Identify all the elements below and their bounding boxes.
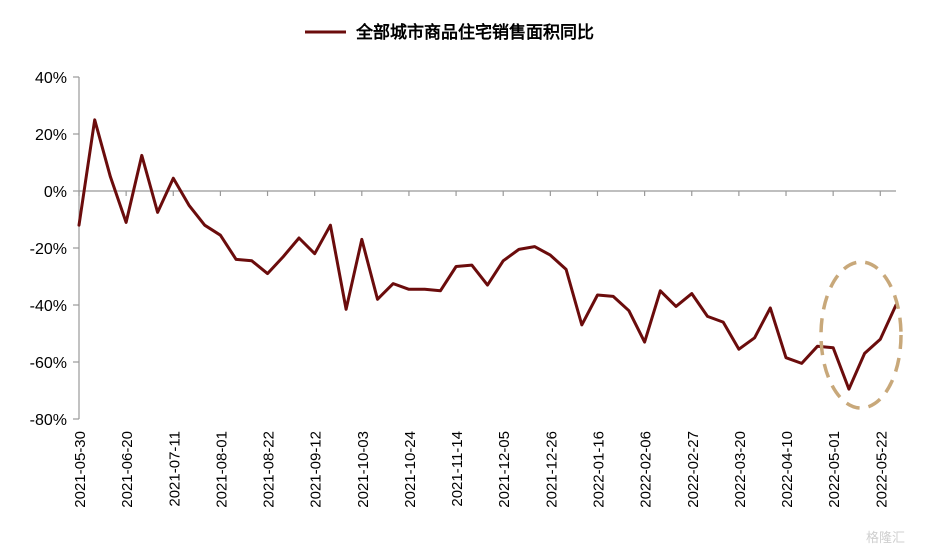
x-tick-label: 2021-05-30 [72, 431, 89, 508]
x-tick-label: 2022-02-06 [638, 431, 655, 508]
legend: 全部城市商品住宅销售面积同比 [305, 22, 594, 42]
x-tick-label: 2021-06-20 [119, 431, 136, 508]
x-tick-label: 2021-08-22 [261, 431, 278, 508]
x-tick-label: 2022-05-01 [826, 431, 843, 508]
y-tick-label: -80% [30, 412, 67, 429]
x-tick-label: 2022-05-22 [873, 431, 890, 508]
y-tick-label: -20% [30, 241, 67, 258]
y-tick-label: -60% [30, 355, 67, 372]
x-tick-label: 2022-04-10 [779, 431, 796, 508]
y-tick-label: -40% [30, 298, 67, 315]
x-tick-label: 2021-07-11 [166, 431, 183, 507]
x-tick-label: 2021-08-01 [213, 431, 230, 508]
x-tick-label: 2021-10-03 [355, 431, 372, 508]
highlight-ellipse [819, 260, 903, 410]
x-tick-label: 2022-03-20 [732, 431, 749, 508]
x-axis: 2021-05-30 2021-06-20 2021-07-11 2021-08-01… [72, 190, 896, 508]
x-tick-label: 2022-01-16 [590, 431, 607, 508]
x-tick-label: 2021-10-24 [402, 431, 419, 508]
y-tick-label: 40% [35, 70, 67, 87]
x-tick-label: 2021-12-26 [543, 431, 560, 508]
series-line [77, 118, 898, 391]
x-tick-label: 2022-02-27 [685, 431, 702, 508]
x-tick-label: 2021-12-05 [496, 431, 513, 508]
x-tick-label: 2021-11-14 [449, 431, 466, 507]
y-tick-label: 20% [35, 127, 67, 144]
legend-label: 全部城市商品住宅销售面积同比 [355, 22, 594, 42]
watermark: 格隆汇 [866, 530, 905, 545]
x-tick-label: 2021-09-12 [308, 431, 325, 508]
series [77, 118, 898, 391]
y-axis: 40% 20% 0% -20% -40% -60% -80% [30, 70, 80, 429]
y-tick-label: 0% [44, 184, 67, 201]
